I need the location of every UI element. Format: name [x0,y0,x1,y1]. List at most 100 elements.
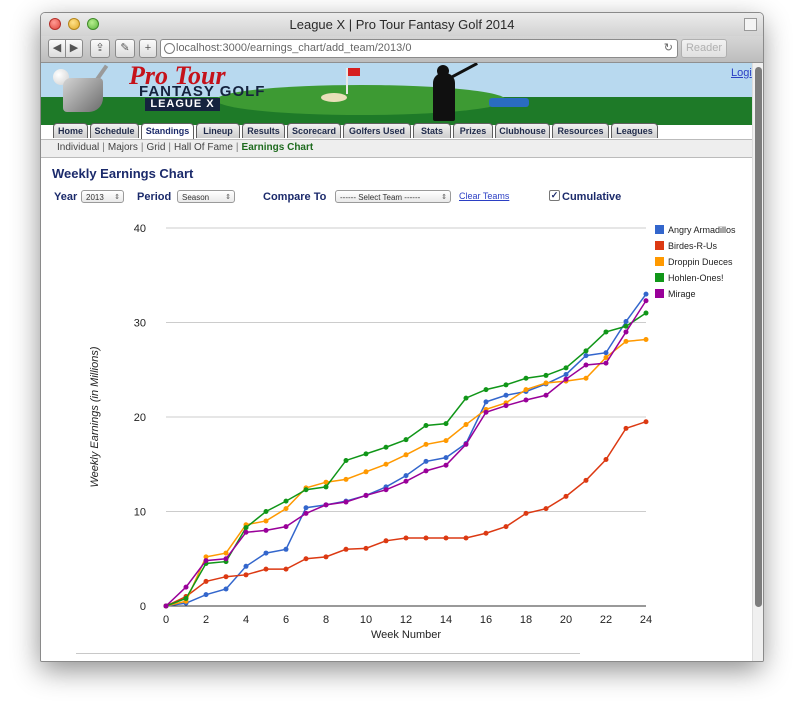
wrench-icon: ✎ [120,42,130,54]
series-line-2 [165,338,647,607]
data-point [283,498,289,504]
nav-tab-home[interactable]: Home [53,123,88,138]
standings-subnav: Individual | Majors | Grid | Hall Of Fame | Earn… [57,142,313,153]
data-point [343,457,349,463]
x-axis-title: Week Number [371,629,441,641]
minimize-window-button[interactable] [68,18,80,30]
fullscreen-button[interactable] [744,18,757,31]
tools-button[interactable]: ✎ [115,39,135,58]
y-tick-label: 40 [134,223,146,235]
forward-button[interactable]: ▶ [65,39,83,58]
nav-tab-clubhouse[interactable]: Clubhouse [495,123,550,138]
banner-green-hill [216,85,506,115]
subnav-item-grid[interactable]: Grid [146,142,166,153]
period-select-value: Season [182,193,210,202]
data-point [223,550,229,556]
data-point [283,566,289,572]
data-point [243,563,249,569]
data-point [303,510,309,516]
period-select[interactable]: Season ⇕ [177,190,235,203]
data-point [623,338,629,344]
reader-button[interactable]: Reader [681,39,727,58]
data-point [623,323,629,329]
data-point [643,337,649,343]
logo-pro-tour: Pro Tour [129,63,226,90]
legend-label: Angry Armadillos [668,225,736,235]
data-point [323,502,329,508]
data-point [583,477,589,483]
data-point [543,506,549,512]
data-point [303,487,309,493]
data-point [183,584,189,590]
subnav-item-hall-of-fame[interactable]: Hall Of Fame [174,142,233,153]
data-point [483,399,489,405]
data-point [263,509,269,514]
data-point [523,397,529,403]
data-point [283,546,289,552]
title-bar: League X | Pro Tour Fantasy Golf 2014 [41,13,763,36]
data-point [303,556,309,562]
series-line-0 [165,293,647,607]
zoom-window-button[interactable] [87,18,99,30]
nav-tab-leagues[interactable]: Leagues [611,123,658,138]
data-point [443,455,449,461]
nav-tab-golfers-used[interactable]: Golfers Used [343,123,411,138]
x-tick-label: 22 [600,614,612,626]
share-button[interactable]: ⇪ [90,39,110,58]
y-tick-label: 0 [140,601,146,613]
data-point [503,392,509,398]
back-arrow-icon: ◀ [52,42,62,54]
data-point [263,518,269,524]
logo-fantasy-golf: FANTASY GOLF [139,83,266,100]
data-point [643,298,649,304]
close-window-button[interactable] [49,18,61,30]
data-point [443,421,449,427]
subnav-item-earnings-chart[interactable]: Earnings Chart [241,142,314,153]
data-point [643,291,649,297]
cumulative-label: Cumulative [562,191,622,203]
data-point [183,595,189,601]
cumulative-checkbox[interactable]: ✓ [549,190,560,201]
nav-tab-scorecard[interactable]: Scorecard [287,123,341,138]
year-label: Year [54,191,78,203]
new-tab-button[interactable]: + [139,39,157,58]
data-point [403,452,409,458]
legend-label: Birdes-R-Us [668,241,718,251]
address-bar[interactable]: localhost:3000/earnings_chart/add_team/2… [160,39,678,58]
data-point [243,529,249,535]
data-point [363,545,369,551]
vertical-scrollbar[interactable] [752,63,763,661]
data-point [483,409,489,415]
back-button[interactable]: ◀ [48,39,66,58]
data-point [403,437,409,443]
nav-tab-lineup[interactable]: Lineup [196,123,240,138]
scrollbar-thumb[interactable] [755,67,762,607]
subnav-item-majors[interactable]: Majors [107,142,138,153]
nav-tab-standings[interactable]: Standings [141,123,194,139]
compare-team-select[interactable]: ------ Select Team ------ ⇕ [335,190,451,203]
login-link[interactable]: Logi [731,67,752,79]
nav-tab-resources[interactable]: Resources [552,123,609,138]
data-point [543,392,549,398]
nav-tab-results[interactable]: Results [242,123,285,138]
data-point [163,603,169,609]
site-banner: Pro Tour FANTASY GOLF LEAGUE X Logi [41,63,752,125]
data-point [203,558,209,564]
legend-label: Mirage [668,289,696,299]
subnav-item-individual[interactable]: Individual [57,142,100,153]
year-select[interactable]: 2013 ⇕ [81,190,124,203]
share-icon: ⇪ [95,42,105,54]
nav-tab-prizes[interactable]: Prizes [453,123,493,138]
page-content: Pro Tour FANTASY GOLF LEAGUE X Logi Home… [41,63,752,661]
x-tick-label: 0 [163,614,169,626]
reload-icon[interactable]: ↻ [663,42,673,54]
data-point [383,487,389,493]
data-point [263,550,269,556]
clear-teams-link[interactable]: Clear Teams [459,191,510,201]
data-point [403,535,409,541]
nav-tab-stats[interactable]: Stats [413,123,451,138]
nav-tab-schedule[interactable]: Schedule [90,123,139,138]
legend-swatch [655,225,664,234]
data-point [523,375,529,381]
golf-cart-icon [489,98,529,107]
